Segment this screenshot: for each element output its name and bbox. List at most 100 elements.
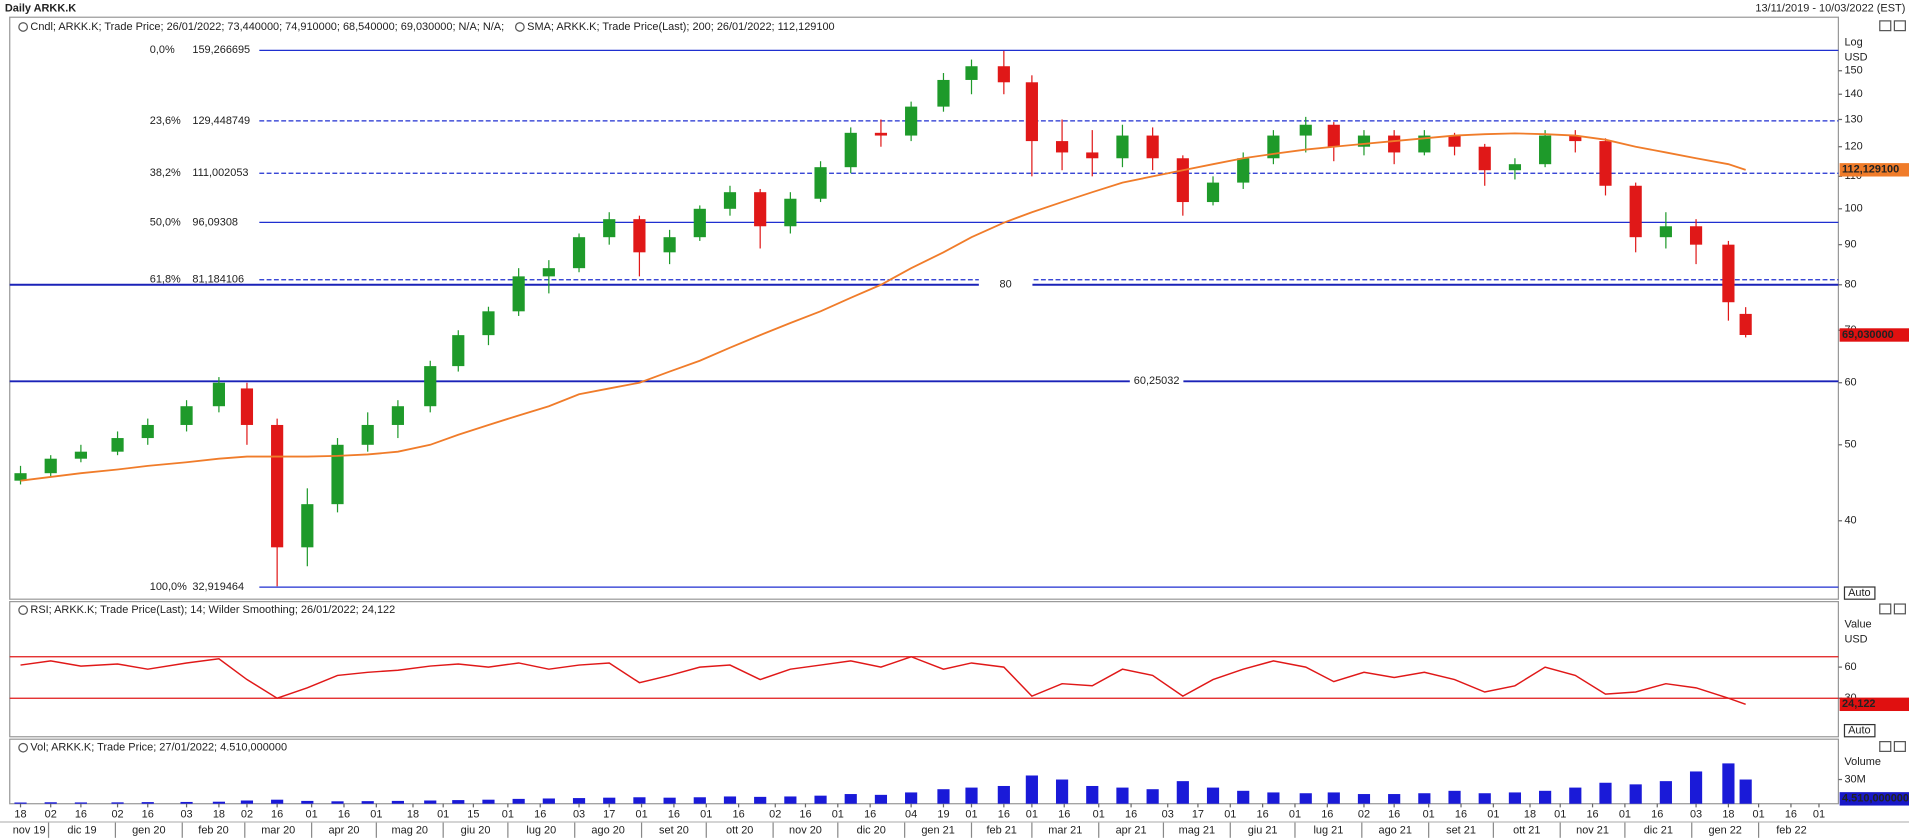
candle-body <box>1116 135 1129 159</box>
close-button[interactable] <box>1893 741 1906 752</box>
x-tick-label: 03 <box>1162 809 1174 821</box>
candle-body <box>1206 182 1220 203</box>
restore-button[interactable] <box>1879 603 1892 615</box>
panel-icons <box>18 20 1906 753</box>
candle-body <box>542 268 555 277</box>
month-label: giu 20 <box>461 824 491 836</box>
x-tick-label: 16 <box>799 809 811 821</box>
fib-value: 32,919464 <box>192 581 244 593</box>
legend-icon[interactable] <box>18 742 29 753</box>
month-label: apr 20 <box>328 824 359 836</box>
x-tick-label: 16 <box>75 809 87 821</box>
price-last-label-bg <box>1839 328 1909 342</box>
x-tick-label: 16 <box>1388 809 1400 821</box>
volume-bar <box>1418 793 1431 804</box>
volume-bar <box>391 800 404 804</box>
x-tick-label: 01 <box>1554 809 1566 821</box>
scale-mode: Auto <box>1848 587 1871 599</box>
candle-body <box>512 276 525 312</box>
y-tick-label: 140 <box>1844 88 1862 100</box>
volume-bar <box>723 796 737 804</box>
month-label: set 21 <box>1446 824 1476 836</box>
candle-body <box>1299 124 1312 136</box>
close-button[interactable] <box>1893 603 1906 615</box>
volume-bar <box>44 802 57 804</box>
restore-button[interactable] <box>1879 741 1892 752</box>
candle-body <box>1722 244 1735 303</box>
volume-bar <box>905 792 918 804</box>
candle-body <box>1508 164 1522 171</box>
month-label: feb 21 <box>986 824 1016 836</box>
y-tick-label: 120 <box>1844 141 1862 153</box>
volume-bar <box>784 796 797 804</box>
fib-percent: 0,0% <box>150 44 175 56</box>
legend-icon[interactable] <box>18 605 29 616</box>
volume-bar <box>693 797 706 804</box>
candle-body <box>1327 124 1340 147</box>
y-tick-label: 50 <box>1844 439 1856 451</box>
volume-bar <box>424 800 437 804</box>
month-label: lug 20 <box>526 824 556 836</box>
month-label: feb 20 <box>198 824 228 836</box>
candle-body <box>424 366 437 407</box>
rsi-last-label: 24,122 <box>1842 698 1875 710</box>
x-tick-label: 01 <box>1813 809 1825 821</box>
candle-body <box>361 424 374 445</box>
candle-body <box>1478 146 1491 171</box>
volume-bar <box>633 797 646 804</box>
month-label: dic 21 <box>1644 824 1673 836</box>
y-tick-label: 90 <box>1844 239 1856 251</box>
volume-bar <box>74 802 87 804</box>
legend-icon[interactable] <box>514 22 525 32</box>
candle-body <box>1599 141 1612 186</box>
month-label: giu 21 <box>1248 824 1278 836</box>
legend-icon[interactable] <box>18 22 29 32</box>
fib-value: 159,266695 <box>192 44 250 56</box>
volume-bar <box>331 801 344 804</box>
candle-body <box>723 192 737 209</box>
x-tick-label: 01 <box>1026 809 1038 821</box>
candle-body <box>1569 135 1582 142</box>
candle-body <box>844 132 857 168</box>
candle-body <box>1388 135 1401 153</box>
candle-body <box>1539 135 1552 165</box>
volume-bar <box>1206 787 1220 804</box>
x-tick-label: 16 <box>1321 809 1333 821</box>
month-label: nov 20 <box>789 824 822 836</box>
volume-bar <box>1327 792 1340 804</box>
x-tick-label: 01 <box>1619 809 1631 821</box>
month-label: mag 21 <box>1179 824 1215 836</box>
restore-button[interactable] <box>1879 20 1892 32</box>
volume-bar <box>1448 790 1461 804</box>
legend-text: Cndl; ARKK.K; Trade Price; 26/01/2022; 7… <box>30 21 504 33</box>
volume-bar <box>1739 779 1752 804</box>
sma-line <box>20 132 1746 482</box>
horizontal-line-label: 80 <box>1000 279 1012 291</box>
candle-body <box>452 335 465 367</box>
candle-body <box>1055 141 1069 153</box>
y-tick-label: 60 <box>1844 377 1856 389</box>
volume-bar <box>240 800 254 804</box>
candle-body <box>1418 135 1431 153</box>
candle-body <box>784 198 797 227</box>
volume-bar <box>603 797 616 804</box>
x-tick-label: 16 <box>1651 809 1663 821</box>
x-tick-label: 16 <box>1586 809 1598 821</box>
candle-body <box>874 132 888 136</box>
x-tick-label: 01 <box>437 809 449 821</box>
volume-bar <box>1116 787 1129 804</box>
month-label: feb 22 <box>1776 824 1806 836</box>
x-tick-label: 02 <box>111 809 123 821</box>
month-label: ott 20 <box>726 824 753 836</box>
rsi-last-label-bg <box>1839 697 1909 712</box>
volume-bar <box>1237 790 1250 804</box>
close-button[interactable] <box>1893 20 1906 32</box>
candle-body <box>905 106 918 136</box>
x-tick-label: 03 <box>180 809 192 821</box>
month-label: dic 20 <box>857 824 886 836</box>
x-tick-label: 01 <box>1224 809 1236 821</box>
fib-percent: 38,2% <box>150 167 181 179</box>
rsi-line <box>20 655 1746 706</box>
x-tick-label: 01 <box>1487 809 1499 821</box>
candle-body <box>965 66 978 80</box>
